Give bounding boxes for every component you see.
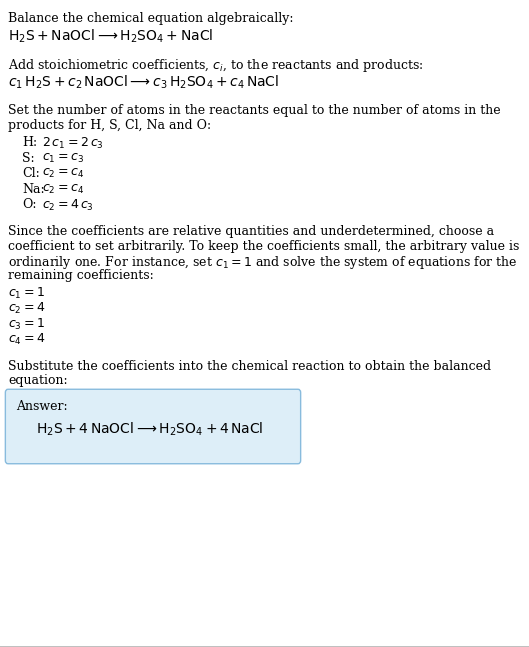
Text: Cl:: Cl: <box>22 167 40 180</box>
Text: remaining coefficients:: remaining coefficients: <box>8 269 154 282</box>
Text: $c_4 = 4$: $c_4 = 4$ <box>8 332 45 347</box>
Text: H:: H: <box>22 136 37 149</box>
Text: $\mathrm{H_2S + NaOCl} \longrightarrow \mathrm{H_2SO_4 + NaCl}$: $\mathrm{H_2S + NaOCl} \longrightarrow \… <box>8 28 213 45</box>
Text: Answer:: Answer: <box>16 400 68 413</box>
Text: $c_2 = c_4$: $c_2 = c_4$ <box>42 167 84 180</box>
Text: $c_3 = 1$: $c_3 = 1$ <box>8 316 45 332</box>
Text: O:: O: <box>22 198 37 211</box>
Text: Balance the chemical equation algebraically:: Balance the chemical equation algebraica… <box>8 12 294 25</box>
Text: coefficient to set arbitrarily. To keep the coefficients small, the arbitrary va: coefficient to set arbitrarily. To keep … <box>8 240 519 253</box>
Text: products for H, S, Cl, Na and O:: products for H, S, Cl, Na and O: <box>8 118 211 131</box>
Text: Add stoichiometric coefficients, $c_i$, to the reactants and products:: Add stoichiometric coefficients, $c_i$, … <box>8 58 424 74</box>
Text: Since the coefficients are relative quantities and underdetermined, choose a: Since the coefficients are relative quan… <box>8 226 494 239</box>
Text: $c_2 = 4$: $c_2 = 4$ <box>8 301 45 316</box>
Text: $c_2 = 4\,c_3$: $c_2 = 4\,c_3$ <box>42 198 94 213</box>
Text: $c_1 = 1$: $c_1 = 1$ <box>8 285 45 301</box>
Text: $2\,c_1 = 2\,c_3$: $2\,c_1 = 2\,c_3$ <box>42 136 104 151</box>
Text: equation:: equation: <box>8 374 68 387</box>
Text: Set the number of atoms in the reactants equal to the number of atoms in the: Set the number of atoms in the reactants… <box>8 104 500 117</box>
Text: $c_1\,\mathrm{H_2S} + c_2\,\mathrm{NaOCl} \longrightarrow c_3\,\mathrm{H_2SO_4} : $c_1\,\mathrm{H_2S} + c_2\,\mathrm{NaOCl… <box>8 74 279 91</box>
Text: Substitute the coefficients into the chemical reaction to obtain the balanced: Substitute the coefficients into the che… <box>8 360 491 373</box>
Text: $c_2 = c_4$: $c_2 = c_4$ <box>42 182 84 195</box>
Text: ordinarily one. For instance, set $c_1 = 1$ and solve the system of equations fo: ordinarily one. For instance, set $c_1 =… <box>8 254 518 272</box>
Text: $\mathrm{H_2S} + 4\,\mathrm{NaOCl} \longrightarrow \mathrm{H_2SO_4} + 4\,\mathrm: $\mathrm{H_2S} + 4\,\mathrm{NaOCl} \long… <box>36 421 263 438</box>
FancyBboxPatch shape <box>5 389 300 464</box>
Text: $c_1 = c_3$: $c_1 = c_3$ <box>42 151 84 164</box>
Text: Na:: Na: <box>22 182 44 195</box>
Text: S:: S: <box>22 151 34 164</box>
